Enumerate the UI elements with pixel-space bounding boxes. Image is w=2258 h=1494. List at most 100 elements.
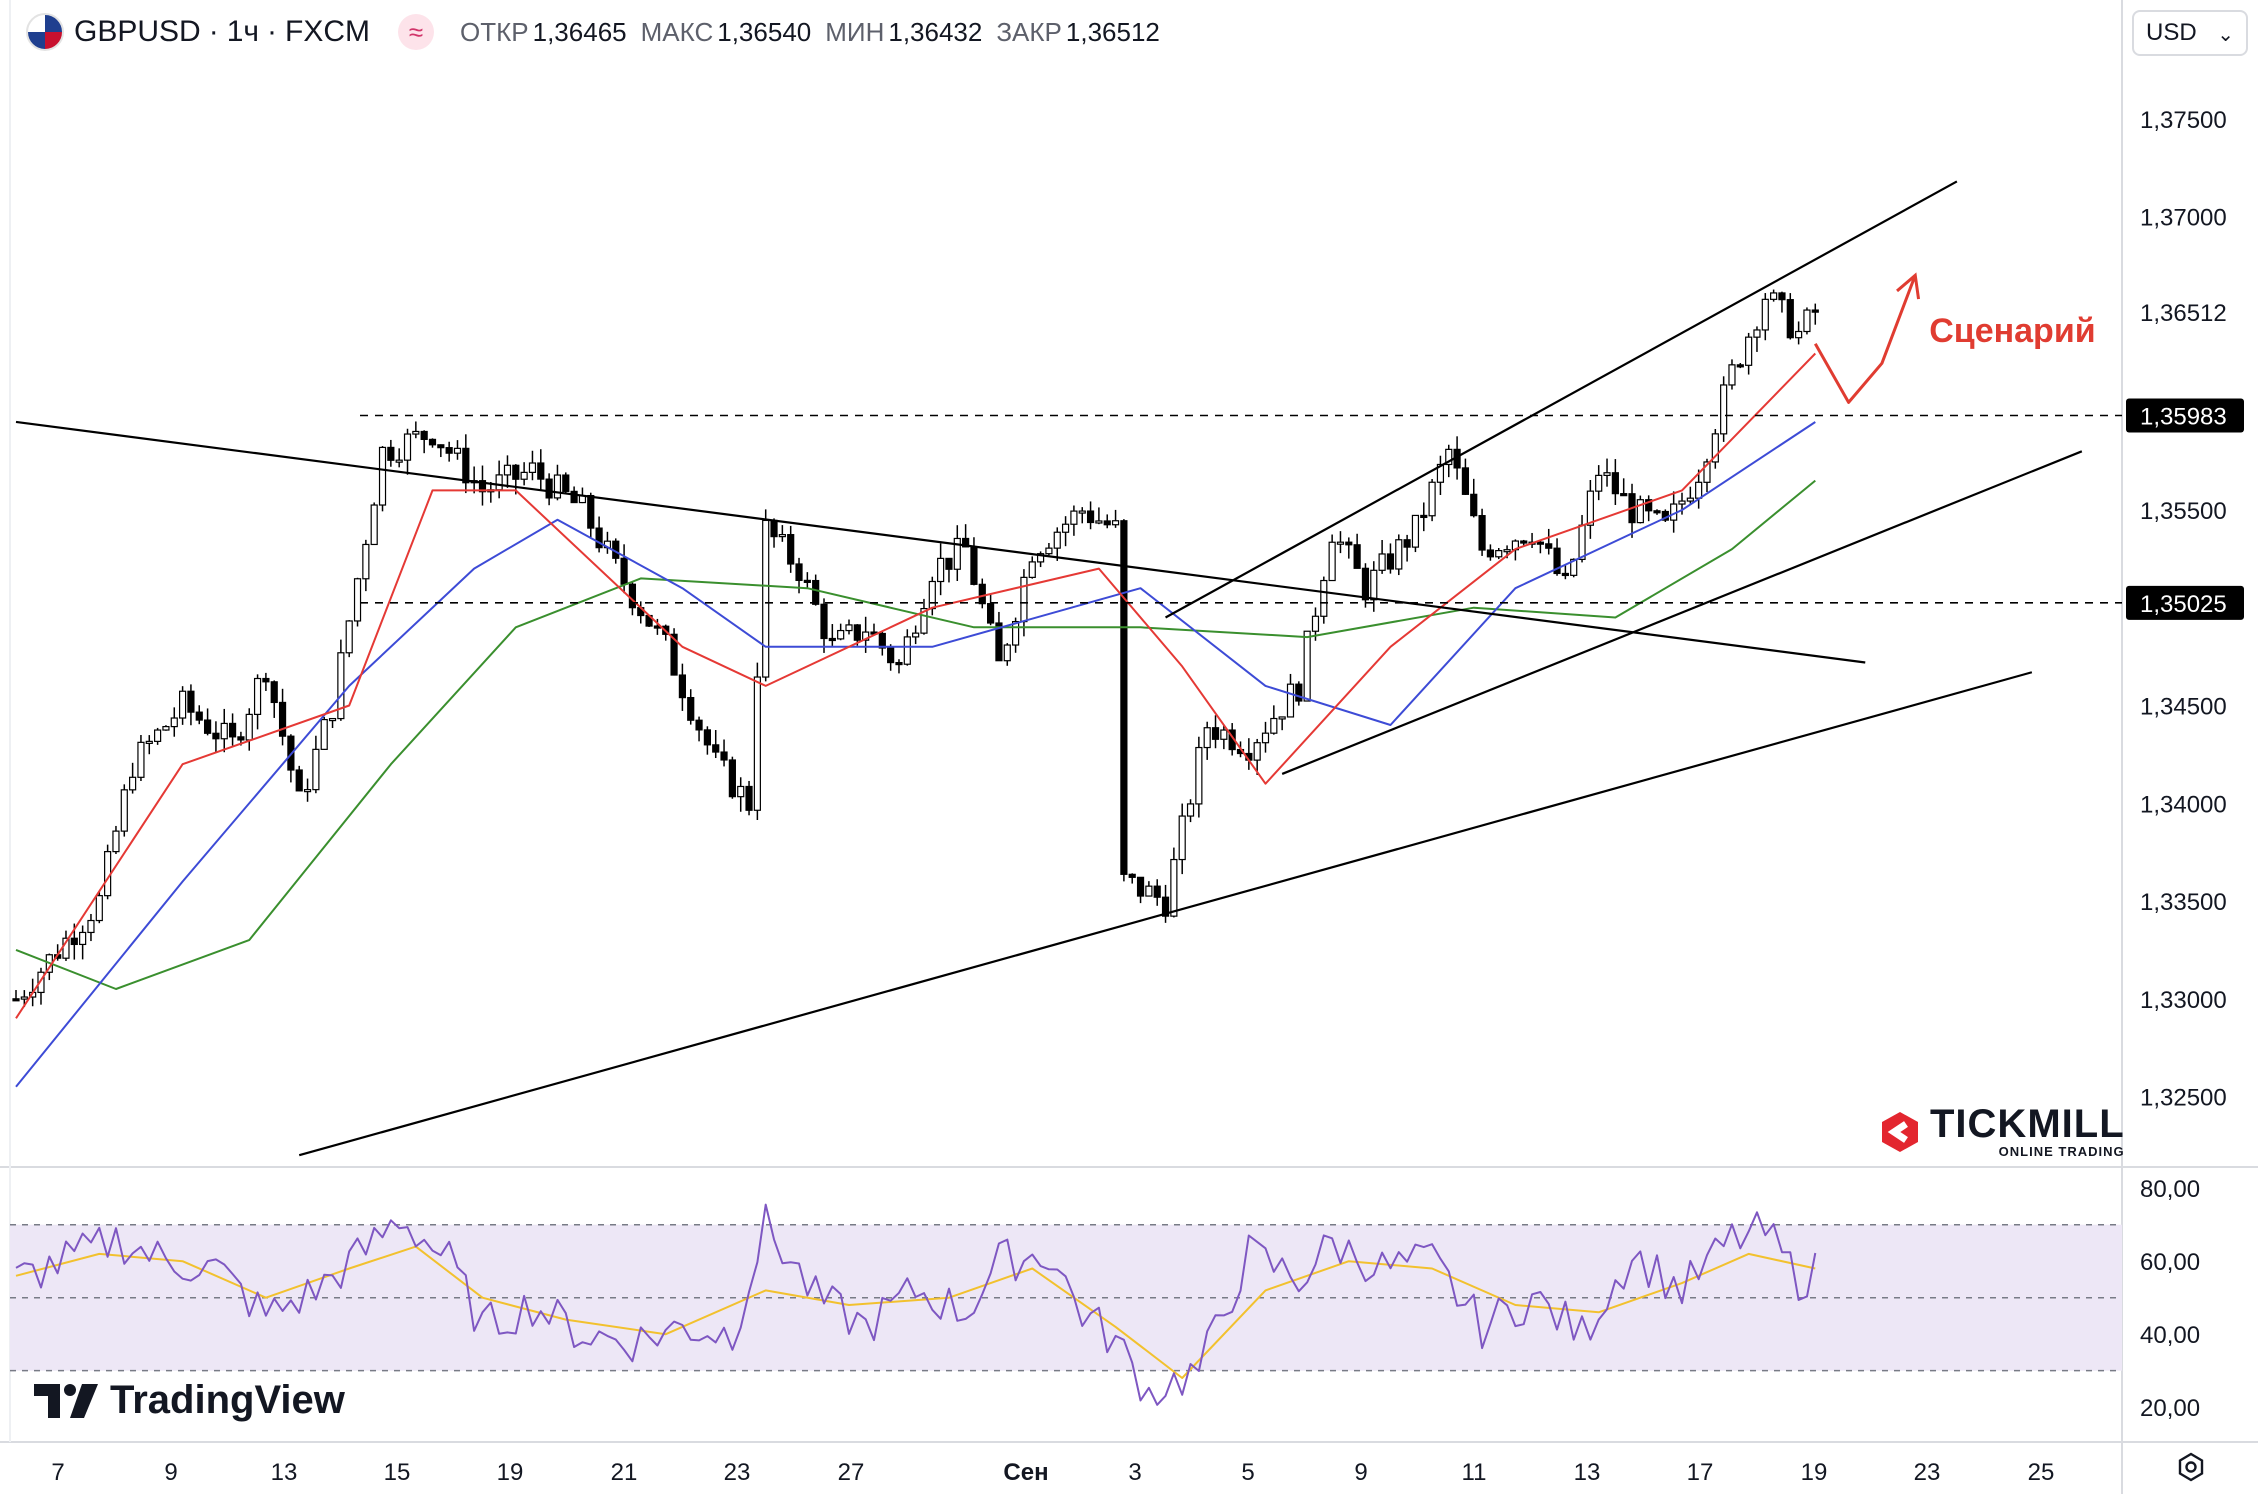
candle-body	[1128, 873, 1136, 878]
trendline-3[interactable]	[1281, 450, 2083, 775]
candle-body	[70, 937, 78, 946]
candle-body	[1703, 461, 1711, 483]
candle-body	[970, 546, 978, 585]
candle-body	[1203, 727, 1211, 749]
candle-body	[220, 722, 228, 740]
time-tick-label: 9	[1354, 1459, 1367, 1486]
trendline-2[interactable]	[1165, 180, 1958, 619]
low-label: МИН	[825, 16, 885, 47]
candle-body	[1211, 727, 1220, 740]
candle-body	[20, 996, 28, 1000]
close-label: ЗАКР	[996, 16, 1062, 47]
high-value: 1,36540	[717, 16, 812, 47]
candle-body	[753, 676, 761, 811]
time-tick-label: 15	[384, 1459, 411, 1486]
candle-body	[595, 527, 603, 549]
candle-body	[1470, 493, 1478, 517]
time-tick-label: 9	[164, 1459, 177, 1486]
candle-body	[1053, 531, 1061, 549]
candles[interactable]	[12, 289, 1819, 1008]
rsi-tick-label: 60,00	[2140, 1249, 2200, 1276]
candle-body	[912, 632, 920, 638]
symbol-name[interactable]: GBPUSD	[74, 15, 201, 48]
candle-body	[420, 430, 428, 440]
candle-body	[1778, 292, 1786, 301]
candle-body	[1336, 541, 1345, 545]
price-tag-label: 1,35983	[2140, 404, 2227, 431]
candle-body	[1428, 481, 1436, 517]
candle-body	[703, 729, 711, 746]
candle-body	[795, 563, 803, 581]
candle-body	[587, 494, 595, 529]
time-tick-label: 23	[724, 1459, 751, 1486]
candle-body	[1686, 497, 1694, 502]
candle-body	[1378, 553, 1386, 571]
candle-body	[295, 769, 303, 792]
candle-body	[1086, 510, 1095, 524]
candle-body	[1436, 463, 1445, 483]
candle-body	[253, 677, 262, 716]
candle-body	[203, 719, 212, 734]
time-tick-label: 21	[611, 1459, 638, 1486]
price-tick-label: 1,37500	[2140, 107, 2227, 134]
candle-body	[1678, 500, 1686, 505]
wave-icon[interactable]: ≈	[398, 14, 435, 50]
low-value: 1,36432	[888, 16, 983, 47]
trendline-1[interactable]	[298, 671, 2033, 1157]
exchange-label: FXCM	[285, 15, 371, 48]
candle-body	[953, 537, 961, 570]
rsi-tick-label: 20,00	[2140, 1395, 2200, 1422]
candle-body	[695, 719, 703, 731]
price-tag-label: 1,35025	[2140, 591, 2227, 618]
open-label: ОТКР	[460, 16, 529, 47]
candle-body	[137, 741, 145, 778]
candle-body	[378, 446, 387, 506]
scenario-path	[1813, 274, 1917, 404]
candle-body	[1611, 472, 1619, 495]
candle-body	[1586, 490, 1594, 526]
currency-select[interactable]: USD ⌄	[2132, 10, 2248, 56]
candle-body	[428, 438, 437, 446]
candle-body	[778, 534, 786, 538]
candle-body	[1036, 553, 1045, 563]
tickmill-subtitle: ONLINE TRADING	[1998, 1144, 2125, 1159]
candle-body	[1070, 510, 1078, 525]
trendline-0[interactable]	[15, 420, 1866, 664]
time-tick-label: 7	[51, 1459, 64, 1486]
candle-body	[1503, 549, 1511, 553]
candle-body	[1328, 541, 1336, 582]
candle-body	[1153, 885, 1161, 898]
candle-body	[1220, 729, 1228, 740]
candle-body	[1536, 541, 1544, 545]
candle-body	[1303, 630, 1311, 702]
candle-body	[437, 444, 445, 449]
time-tick-label: Сен	[1003, 1459, 1048, 1486]
price-tick-label: 1,33500	[2140, 889, 2227, 916]
time-tick-label: 23	[1914, 1459, 1941, 1486]
candle-body	[1561, 572, 1569, 577]
candle-body	[328, 717, 337, 722]
candle-body	[79, 931, 87, 946]
candle-body	[1795, 330, 1803, 339]
candle-body	[1770, 292, 1778, 300]
settings-icon[interactable]	[2176, 1452, 2206, 1482]
time-tick-label: 5	[1241, 1459, 1254, 1486]
candle-body	[537, 462, 545, 480]
candle-body	[978, 583, 986, 605]
candle-body	[1045, 547, 1053, 555]
price-tag	[2126, 585, 2244, 620]
candle-body	[1620, 493, 1628, 497]
candle-body	[1311, 615, 1320, 632]
candle-body	[212, 732, 220, 740]
candle-body	[512, 464, 520, 480]
candle-body	[1161, 896, 1170, 917]
candle-body	[812, 579, 820, 605]
interval-label[interactable]: 1ч	[226, 15, 260, 48]
price-tick-label: 1,37000	[2140, 205, 2227, 232]
candle-body	[495, 474, 503, 491]
candle-body	[1370, 569, 1378, 601]
candle-body	[1786, 299, 1794, 339]
time-tick-label: 13	[1574, 1459, 1601, 1486]
candle-body	[1520, 540, 1528, 544]
